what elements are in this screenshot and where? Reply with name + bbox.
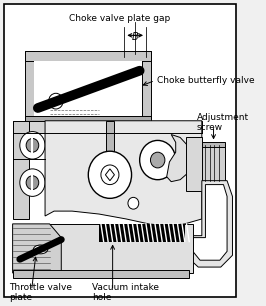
Polygon shape	[186, 181, 232, 267]
Bar	[186, 137, 202, 192]
Bar	[142, 51, 151, 118]
Text: Vacuum intake
hole: Vacuum intake hole	[92, 283, 159, 302]
Circle shape	[140, 140, 176, 180]
Polygon shape	[167, 135, 194, 182]
Circle shape	[128, 197, 139, 209]
Bar	[202, 145, 225, 181]
Text: Throttle valve
plate: Throttle valve plate	[9, 283, 72, 302]
Circle shape	[101, 165, 119, 185]
Polygon shape	[13, 224, 61, 273]
Bar	[202, 142, 225, 147]
Bar	[13, 224, 193, 273]
Circle shape	[26, 176, 39, 189]
Bar	[106, 121, 114, 189]
Bar	[25, 116, 151, 121]
Circle shape	[151, 152, 165, 168]
Text: Choke valve plate gap: Choke valve plate gap	[69, 14, 171, 23]
Text: Adjustment
screw: Adjustment screw	[196, 113, 248, 132]
Bar	[13, 121, 202, 132]
Polygon shape	[45, 121, 202, 226]
Circle shape	[53, 98, 59, 104]
Polygon shape	[105, 169, 114, 181]
Circle shape	[49, 93, 63, 109]
Bar	[25, 51, 34, 118]
Bar	[25, 51, 151, 61]
Bar	[34, 61, 142, 116]
Circle shape	[20, 169, 45, 196]
Text: Choke butterfly valve: Choke butterfly valve	[157, 76, 254, 85]
Bar	[202, 181, 225, 185]
Bar	[99, 224, 185, 241]
Circle shape	[88, 151, 132, 198]
Circle shape	[20, 132, 45, 159]
Text: B: B	[132, 32, 139, 42]
Bar	[13, 121, 29, 219]
Polygon shape	[193, 185, 227, 260]
Ellipse shape	[33, 245, 48, 254]
Circle shape	[26, 138, 39, 152]
Bar	[13, 270, 189, 278]
